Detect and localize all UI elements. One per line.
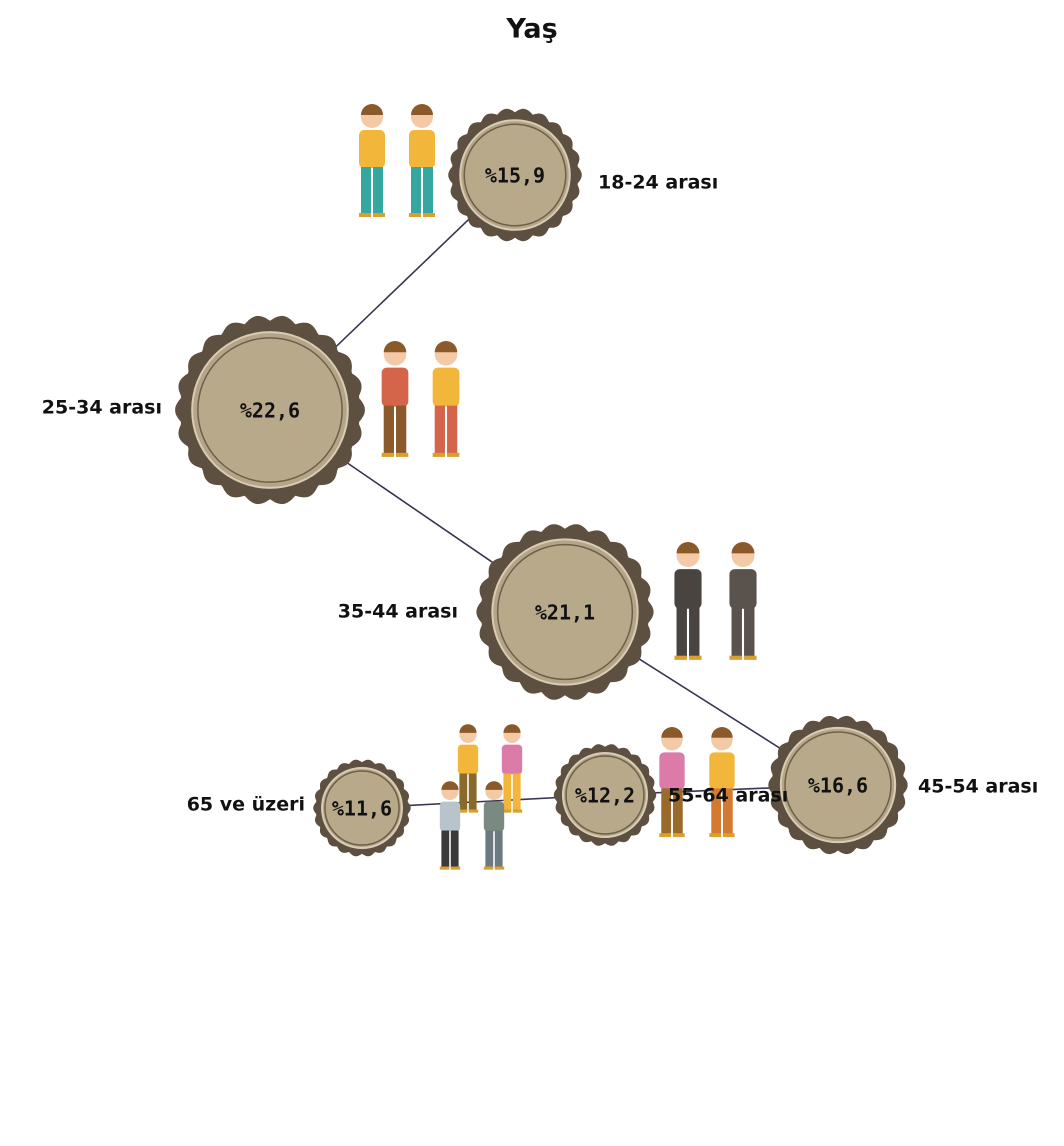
person-shoe (729, 656, 742, 660)
person-leg (396, 406, 406, 455)
person-leg (485, 831, 493, 869)
person-shoe (723, 833, 735, 837)
person-shoe (359, 213, 371, 217)
age-label: 65 ve üzeri (187, 794, 305, 816)
person-leg (361, 167, 371, 215)
person-body (484, 802, 504, 832)
age-label: 35-44 arası (338, 601, 458, 623)
value-label: %16,6 (808, 774, 868, 798)
person-hair (361, 104, 383, 115)
person-hair (732, 542, 755, 553)
age-label: 25-34 arası (42, 397, 162, 419)
person-leg (447, 406, 457, 455)
person-shoe (484, 867, 493, 870)
person-leg (435, 406, 445, 455)
person-leg (423, 167, 433, 215)
person-leg (469, 774, 477, 812)
person-body (440, 802, 460, 832)
person-hair (441, 781, 458, 790)
person-shoe (689, 656, 702, 660)
person-leg (451, 831, 459, 869)
person-shoe (495, 867, 504, 870)
person-hair (435, 341, 458, 352)
age-label: 18-24 arası (598, 172, 718, 194)
person-leg (677, 608, 687, 658)
person-leg (373, 167, 383, 215)
person-shoe (709, 833, 721, 837)
person-body (674, 569, 701, 609)
person-body (359, 130, 385, 168)
person-leg (441, 831, 449, 869)
value-label: %11,6 (332, 797, 392, 821)
person-body (433, 368, 460, 407)
person-shoe (451, 867, 460, 870)
person-body (729, 569, 756, 609)
person-leg (384, 406, 394, 455)
person-body (409, 130, 435, 168)
person-shoe (433, 453, 445, 457)
person-hair (485, 781, 502, 790)
person-hair (661, 727, 682, 738)
person-hair (711, 727, 732, 738)
value-label: %15,9 (485, 164, 545, 188)
person-shoe (659, 833, 671, 837)
person-body (382, 368, 409, 407)
person-shoe (382, 453, 394, 457)
age-label: 45-54 arası (918, 776, 1038, 798)
nodes: %15,9 18-24 arası %22,6 25-34 arası %21,1 35-… (42, 109, 1038, 857)
value-label: %21,1 (535, 601, 595, 625)
person-shoe (373, 213, 385, 217)
title: Yaş (505, 14, 557, 45)
person-leg (513, 774, 521, 812)
person-hair (503, 724, 520, 733)
person-hair (411, 104, 433, 115)
infographic: Yaş %15,9 18-24 arası %22,6 25-34 arası %21,… (0, 0, 1064, 1146)
person-hair (677, 542, 700, 553)
person-leg (411, 167, 421, 215)
person-leg (689, 608, 699, 658)
links (270, 175, 838, 808)
person-shoe (440, 867, 449, 870)
person-hair (384, 341, 407, 352)
value-label: %12,2 (575, 784, 635, 808)
person-shoe (744, 656, 757, 660)
person-shoe (513, 810, 522, 813)
person-shoe (423, 213, 435, 217)
person-shoe (674, 656, 687, 660)
person-leg (459, 774, 467, 812)
person-leg (495, 831, 503, 869)
person-shoe (396, 453, 408, 457)
value-label: %22,6 (240, 399, 300, 423)
age-label: 55-64 arası (668, 785, 788, 807)
person-leg (744, 608, 754, 658)
person-shoe (409, 213, 421, 217)
person-leg (732, 608, 742, 658)
person-body (502, 745, 522, 775)
person-hair (459, 724, 476, 733)
person-leg (503, 774, 511, 812)
person-body (458, 745, 478, 775)
person-shoe (469, 810, 478, 813)
person-shoe (447, 453, 459, 457)
person-shoe (673, 833, 685, 837)
